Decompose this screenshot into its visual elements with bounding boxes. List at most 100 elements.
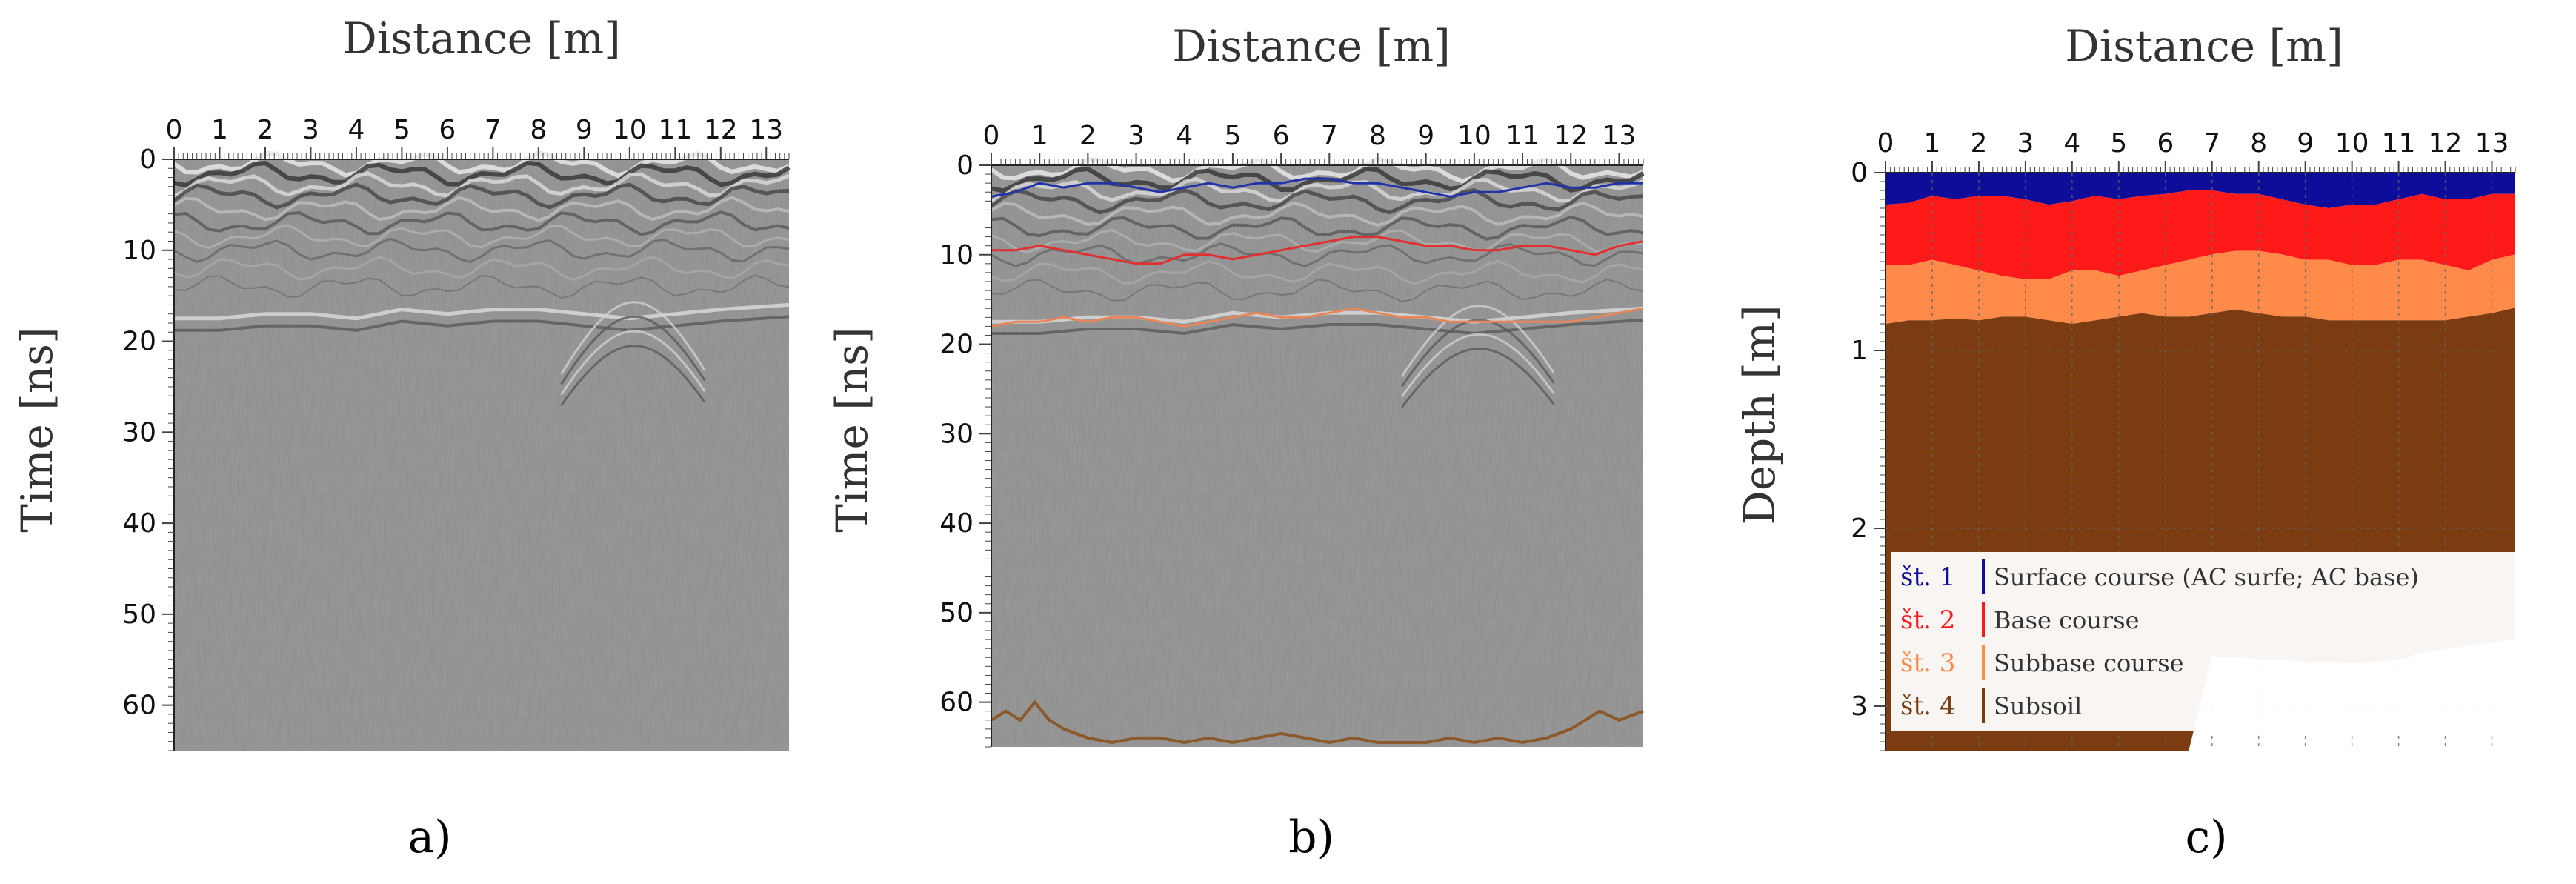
reflection-band (173, 196, 790, 222)
x-tick-label: 2 (257, 115, 274, 145)
x-tick-label: 0 (166, 115, 183, 145)
legend-label-4: Subsoil (1994, 692, 2082, 720)
x-tick-label: 12 (704, 115, 738, 145)
x-tick-label: 13 (749, 115, 783, 145)
reflection-band (173, 160, 791, 188)
hyperbola-arc (1400, 333, 1555, 398)
x-tick-label: 3 (302, 115, 319, 145)
radargram-texture (174, 159, 789, 751)
y-tick-label: 10 (122, 236, 156, 266)
y-tick-label: 30 (939, 419, 974, 449)
hyperbola-arc (1400, 319, 1555, 388)
x-tick-label: 9 (2297, 128, 2314, 159)
x-tick-label: 6 (439, 115, 456, 145)
reflection-band (174, 315, 790, 332)
x-tick-label: 6 (2157, 128, 2174, 159)
panel-a-ylabel: Time [ns] (12, 327, 62, 532)
reflection-band (991, 242, 1644, 267)
x-tick-label: 5 (1224, 121, 1241, 151)
reflection-band (991, 318, 1644, 336)
panel-b-xlabel: Distance [m] (1172, 21, 1451, 71)
reflection-band (991, 201, 1644, 227)
legend-code-1: št. 1 (1900, 562, 1955, 592)
y-tick-label: 20 (939, 330, 974, 360)
hyperbola-arc (560, 345, 706, 407)
x-tick-label: 8 (2250, 128, 2267, 159)
y-tick-label: 3 (1851, 691, 1868, 722)
reflection-band (173, 274, 790, 299)
reflection-band (991, 228, 1644, 254)
panel-c-xlabel: Distance [m] (2065, 21, 2343, 71)
y-tick-label: 50 (939, 598, 974, 628)
layer-3-area (1886, 250, 2515, 324)
hyperbola-arc (560, 301, 706, 375)
x-tick-label: 4 (1176, 121, 1193, 151)
x-tick-label: 10 (1457, 121, 1491, 151)
y-tick-label: 1 (1851, 336, 1868, 366)
reflection-band (173, 171, 790, 198)
x-tick-label: 7 (2203, 128, 2220, 159)
x-tick-label: 4 (347, 115, 365, 145)
reflection-band (173, 182, 790, 210)
series-line-3 (991, 307, 1644, 328)
radargram-texture (991, 165, 1643, 747)
x-tick-label: 11 (2382, 128, 2416, 159)
legend-label-2: Base course (1994, 606, 2140, 634)
near-surface-reflection-bands (173, 150, 791, 332)
legend-code-4: št. 4 (1900, 691, 1955, 721)
x-tick-label: 5 (393, 115, 410, 145)
x-tick-label: 8 (530, 115, 547, 145)
reflection-band (991, 215, 1644, 241)
x-tick-label: 9 (1417, 121, 1434, 151)
y-tick-label: 2 (1851, 514, 1868, 544)
y-tick-label: 0 (139, 144, 156, 175)
x-tick-label: 11 (1505, 121, 1540, 151)
legend-background (1891, 552, 2576, 731)
y-tick-label: 0 (956, 150, 974, 181)
reflection-band (990, 187, 1644, 215)
panel-b-ylabel: Time [ns] (827, 327, 877, 532)
hyperbola-arc (1400, 305, 1555, 378)
x-tick-label: 8 (1369, 121, 1386, 151)
x-tick-label: 0 (1877, 128, 1894, 159)
x-tick-label: 9 (576, 115, 593, 145)
y-tick-label: 30 (122, 417, 156, 448)
x-tick-label: 13 (1602, 121, 1637, 151)
reflection-band (173, 224, 790, 250)
x-tick-label: 2 (1970, 128, 1987, 159)
reflection-band (991, 259, 1644, 285)
reflection-band (173, 237, 790, 264)
x-tick-label: 5 (2110, 128, 2127, 159)
legend-label-3: Subbase course (1994, 649, 2184, 677)
x-tick-label: 11 (658, 115, 692, 145)
reflection-band (990, 156, 1645, 184)
reflection-band (173, 255, 790, 282)
series-line-1 (991, 177, 1643, 198)
x-tick-label: 10 (613, 115, 647, 145)
x-tick-label: 6 (1273, 121, 1290, 151)
x-tick-label: 3 (2017, 128, 2034, 159)
y-tick-label: 10 (939, 240, 974, 270)
diffraction-hyperbola (560, 301, 706, 407)
panel-c-ylabel: Depth [m] (1734, 305, 1785, 525)
y-tick-label: 40 (122, 508, 156, 539)
panel-b-label: b) (1288, 811, 1334, 863)
legend: št. 1 Surface course (AC surfe; AC base) š… (1891, 552, 2576, 731)
panel-a-xlabel: Distance [m] (342, 13, 621, 64)
y-tick-label: 40 (939, 508, 974, 539)
y-tick-label: 50 (122, 599, 156, 630)
reflection-band (173, 210, 790, 236)
y-tick-label: 20 (122, 327, 156, 357)
hyperbola-arc (560, 315, 706, 385)
reflection-band (174, 302, 790, 321)
legend-code-2: št. 2 (1900, 605, 1955, 635)
x-tick-label: 7 (1321, 121, 1338, 151)
x-tick-label: 1 (1924, 128, 1941, 159)
x-tick-label: 4 (2063, 128, 2080, 159)
